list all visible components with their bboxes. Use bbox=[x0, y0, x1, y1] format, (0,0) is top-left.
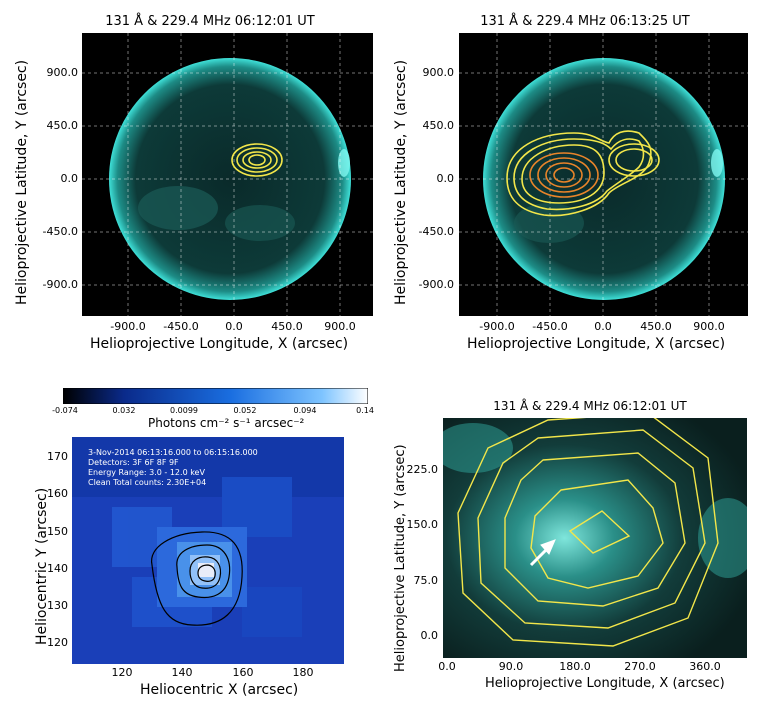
xtick: 120 bbox=[111, 666, 133, 679]
xtick: 360.0 bbox=[689, 660, 721, 673]
xtick: -900.0 bbox=[479, 320, 515, 333]
ytick: 225.0 bbox=[406, 463, 439, 476]
xtick: 0.0 bbox=[438, 660, 456, 673]
ytick: 900.0 bbox=[46, 66, 79, 79]
ytick: 160 bbox=[47, 487, 68, 500]
y-axis-label: Heliocentric Y (arcsec) bbox=[34, 487, 50, 645]
xtick: 0.0 bbox=[225, 320, 243, 333]
radio-contours bbox=[506, 130, 660, 217]
sun-image-top-right bbox=[459, 33, 748, 316]
radio-contours bbox=[231, 143, 283, 177]
xtick: 180.0 bbox=[559, 660, 591, 673]
ytick: -900.0 bbox=[42, 278, 78, 291]
arrow-icon bbox=[529, 539, 556, 567]
ytick: 450.0 bbox=[46, 119, 79, 132]
ytick: 75.0 bbox=[413, 574, 439, 587]
ytick: 0.0 bbox=[60, 172, 79, 185]
ytick: 170 bbox=[47, 450, 68, 463]
ytick: -900.0 bbox=[418, 278, 454, 291]
xtick: -900.0 bbox=[110, 320, 146, 333]
xtick: -450.0 bbox=[163, 320, 199, 333]
ytick: -450.0 bbox=[418, 225, 454, 238]
colorbar-tick: 0.0099 bbox=[170, 406, 198, 415]
info-line: Energy Range: 3.0 - 12.0 keV bbox=[88, 468, 205, 477]
info-line: Clean Total counts: 2.30E+04 bbox=[88, 478, 207, 487]
colorbar-tick: -0.074 bbox=[52, 406, 78, 415]
ytick: 150 bbox=[47, 525, 68, 538]
xtick: 450.0 bbox=[640, 320, 672, 333]
ytick: 130 bbox=[47, 599, 68, 612]
xtick: 180 bbox=[292, 666, 314, 679]
y-axis-label: Helioprojective Latitude, Y (arcsec) bbox=[393, 59, 409, 305]
x-axis-label: Helioprojective Longitude, X (arcsec) bbox=[485, 676, 725, 691]
panel-title: 131 Å & 229.4 MHz 06:12:01 UT bbox=[105, 14, 315, 29]
y-axis-label: Helioprojective Latitude, Y (arcsec) bbox=[393, 444, 408, 672]
x-axis-label: Helioprojective Longitude, X (arcsec) bbox=[90, 336, 349, 352]
colorbar-tick: 0.052 bbox=[233, 406, 257, 415]
colorbar bbox=[63, 388, 368, 404]
ytick: 120 bbox=[47, 636, 68, 649]
xtick: 160 bbox=[232, 666, 254, 679]
x-axis-label: Heliocentric X (arcsec) bbox=[140, 682, 299, 698]
ytick: 900.0 bbox=[422, 66, 455, 79]
colorbar-tick: 0.032 bbox=[112, 406, 136, 415]
ytick: 450.0 bbox=[422, 119, 455, 132]
sun-image-top-left bbox=[82, 33, 373, 316]
xtick: 450.0 bbox=[271, 320, 303, 333]
radio-contours-inner bbox=[529, 152, 599, 198]
colorbar-label: Photons cm⁻² s⁻¹ arcsec⁻² bbox=[148, 416, 305, 430]
xtick: 270.0 bbox=[624, 660, 656, 673]
radio-contours bbox=[457, 418, 719, 647]
ytick: 0.0 bbox=[436, 172, 455, 185]
info-line: 3-Nov-2014 06:13:16.000 to 06:15:16.000 bbox=[88, 448, 258, 457]
zoom-image bbox=[443, 418, 747, 658]
ytick: -450.0 bbox=[42, 225, 78, 238]
y-axis-label: Helioprojective Latitude, Y (arcsec) bbox=[14, 59, 30, 305]
ytick: 0.0 bbox=[420, 629, 439, 642]
panel-title: 131 Å & 229.4 MHz 06:12:01 UT bbox=[493, 399, 687, 413]
xtick: 900.0 bbox=[324, 320, 356, 333]
colorbar-tick: 0.094 bbox=[293, 406, 317, 415]
ytick: 140 bbox=[47, 562, 68, 575]
xtick: 90.0 bbox=[498, 660, 524, 673]
colorbar-tick: 0.14 bbox=[356, 406, 374, 415]
xtick: 0.0 bbox=[594, 320, 612, 333]
xtick: -450.0 bbox=[532, 320, 568, 333]
info-line: Detectors: 3F 6F 8F 9F bbox=[88, 458, 179, 467]
ytick: 150.0 bbox=[406, 518, 439, 531]
hxr-image bbox=[72, 437, 344, 664]
xtick: 140 bbox=[171, 666, 193, 679]
x-axis-label: Helioprojective Longitude, X (arcsec) bbox=[467, 336, 726, 352]
panel-title: 131 Å & 229.4 MHz 06:13:25 UT bbox=[480, 14, 690, 29]
xtick: 900.0 bbox=[693, 320, 725, 333]
